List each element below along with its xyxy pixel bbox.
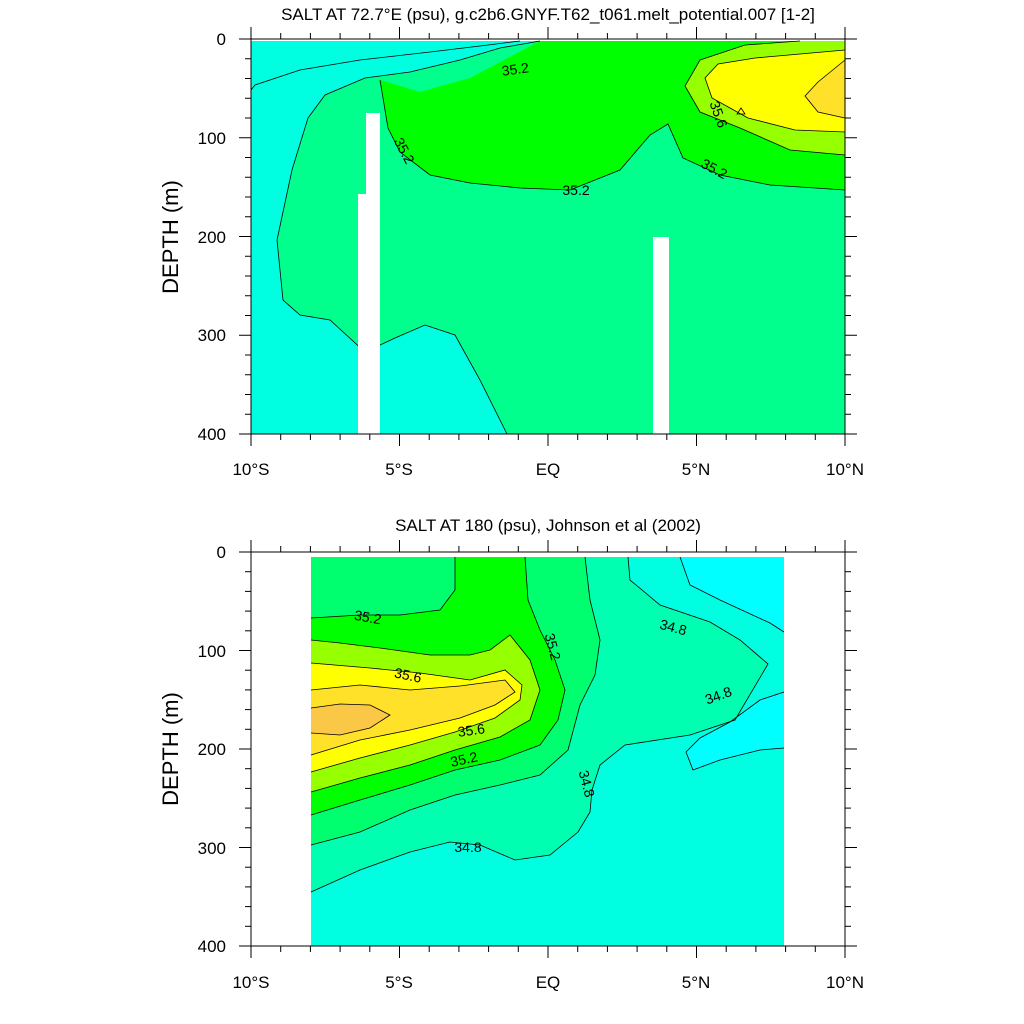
top-contour-35.4 bbox=[684, 40, 846, 156]
bottom-xtick-10s: 10°S bbox=[232, 973, 269, 992]
top-ytick-0: 0 bbox=[217, 30, 226, 49]
bottom-clabel-35.6-a: 35.6 bbox=[393, 664, 423, 685]
bottom-y-axis-label: DEPTH (m) bbox=[158, 692, 183, 806]
bottom-clabel-34.8-c: 34.8 bbox=[576, 768, 599, 799]
top-contour-lines bbox=[250, 40, 846, 435]
bottom-x-tick-labels: 10°S 5°S EQ 5°N 10°N bbox=[232, 973, 864, 992]
bottom-xtick-5s: 5°S bbox=[385, 973, 413, 992]
top-contour-35.6 bbox=[704, 49, 846, 133]
bottom-clabel-35.2-c: 35.2 bbox=[449, 748, 479, 769]
bottom-xtick-eq: EQ bbox=[536, 973, 561, 992]
top-tick-marks bbox=[239, 27, 857, 446]
bottom-contour-35.2 bbox=[310, 556, 566, 816]
bottom-clabel-34.8-d: 34.8 bbox=[454, 839, 481, 855]
top-region-gt-35.8 bbox=[805, 60, 845, 118]
top-ytick-200: 200 bbox=[198, 228, 226, 247]
bottom-contour-35.0 bbox=[310, 556, 601, 846]
bottom-region-lt-34.6 bbox=[680, 557, 784, 632]
bottom-contour-35.6 bbox=[310, 662, 523, 773]
bottom-xtick-10n: 10°N bbox=[826, 973, 864, 992]
bottom-panel: SALT AT 180 (psu), Johnson et al (2002) bbox=[158, 516, 864, 992]
top-contour-35.0 bbox=[276, 40, 541, 435]
bottom-filled-contours bbox=[311, 557, 784, 946]
bottom-contour-35.2-b bbox=[310, 557, 456, 619]
bottom-clabel-35.2-a: 35.2 bbox=[353, 607, 383, 628]
bottom-region-gt-36.0 bbox=[311, 704, 390, 735]
bottom-ytick-200: 200 bbox=[198, 740, 226, 759]
top-contour-small-triangle bbox=[736, 107, 746, 115]
top-ytick-400: 400 bbox=[198, 425, 226, 444]
bottom-region-35.8-36.0 bbox=[311, 680, 515, 755]
top-mask-right bbox=[653, 237, 669, 434]
bottom-clabel-34.8-a: 34.8 bbox=[658, 616, 689, 639]
bottom-ytick-300: 300 bbox=[198, 839, 226, 858]
bottom-xtick-5n: 5°N bbox=[682, 973, 711, 992]
top-xtick-eq: EQ bbox=[536, 460, 561, 479]
top-contour-35.8 bbox=[804, 59, 846, 119]
bottom-ytick-400: 400 bbox=[198, 937, 226, 956]
bottom-clabel-35.2-b: 35.2 bbox=[542, 631, 565, 662]
bottom-contour-34.6-b bbox=[685, 691, 785, 771]
bottom-contour-34.6-a bbox=[679, 556, 785, 633]
top-y-axis-label: DEPTH (m) bbox=[158, 180, 183, 294]
top-xtick-10n: 10°N bbox=[826, 460, 864, 479]
bottom-region-lt-34.6-b bbox=[686, 692, 784, 770]
top-y-tick-labels: 0 100 200 300 400 bbox=[198, 30, 226, 444]
top-ytick-300: 300 bbox=[198, 326, 226, 345]
top-clabel-35.2-a: 35.2 bbox=[501, 59, 530, 79]
top-x-tick-labels: 10°S 5°S EQ 5°N 10°N bbox=[232, 460, 864, 479]
bottom-contour-35.8 bbox=[310, 679, 516, 756]
bottom-contour-36.0 bbox=[310, 703, 391, 736]
top-region-35.6-35.8 bbox=[705, 50, 845, 132]
bottom-tick-marks bbox=[239, 540, 857, 958]
top-xtick-5n: 5°N bbox=[682, 460, 711, 479]
bottom-ytick-100: 100 bbox=[198, 642, 226, 661]
top-clabel-35.2-c: 35.2 bbox=[562, 182, 589, 198]
bottom-contour-lines bbox=[310, 556, 785, 893]
bottom-chart-title: SALT AT 180 (psu), Johnson et al (2002) bbox=[395, 516, 701, 535]
top-contour-35.0-west bbox=[250, 40, 521, 91]
bottom-contour-34.8 bbox=[310, 556, 769, 893]
top-xtick-10s: 10°S bbox=[232, 460, 269, 479]
top-mask-left-lower bbox=[358, 194, 366, 434]
bottom-clabel-35.6-b: 35.6 bbox=[457, 720, 486, 740]
bottom-y-tick-labels: 0 100 200 300 400 bbox=[198, 543, 226, 956]
bottom-contour-35.4 bbox=[310, 634, 541, 793]
top-mask-left-upper bbox=[366, 113, 380, 434]
bottom-ytick-0: 0 bbox=[217, 543, 226, 562]
top-panel: SALT AT 72.7°E (psu), g.c2b6.GNYF.T62_t0… bbox=[158, 5, 864, 479]
top-masked-columns bbox=[358, 113, 669, 434]
top-chart-title: SALT AT 72.7°E (psu), g.c2b6.GNYF.T62_t0… bbox=[281, 5, 815, 24]
top-contour-35.2 bbox=[379, 79, 846, 191]
top-filled-contours bbox=[251, 41, 845, 434]
top-xtick-5s: 5°S bbox=[385, 460, 413, 479]
top-ytick-100: 100 bbox=[198, 129, 226, 148]
